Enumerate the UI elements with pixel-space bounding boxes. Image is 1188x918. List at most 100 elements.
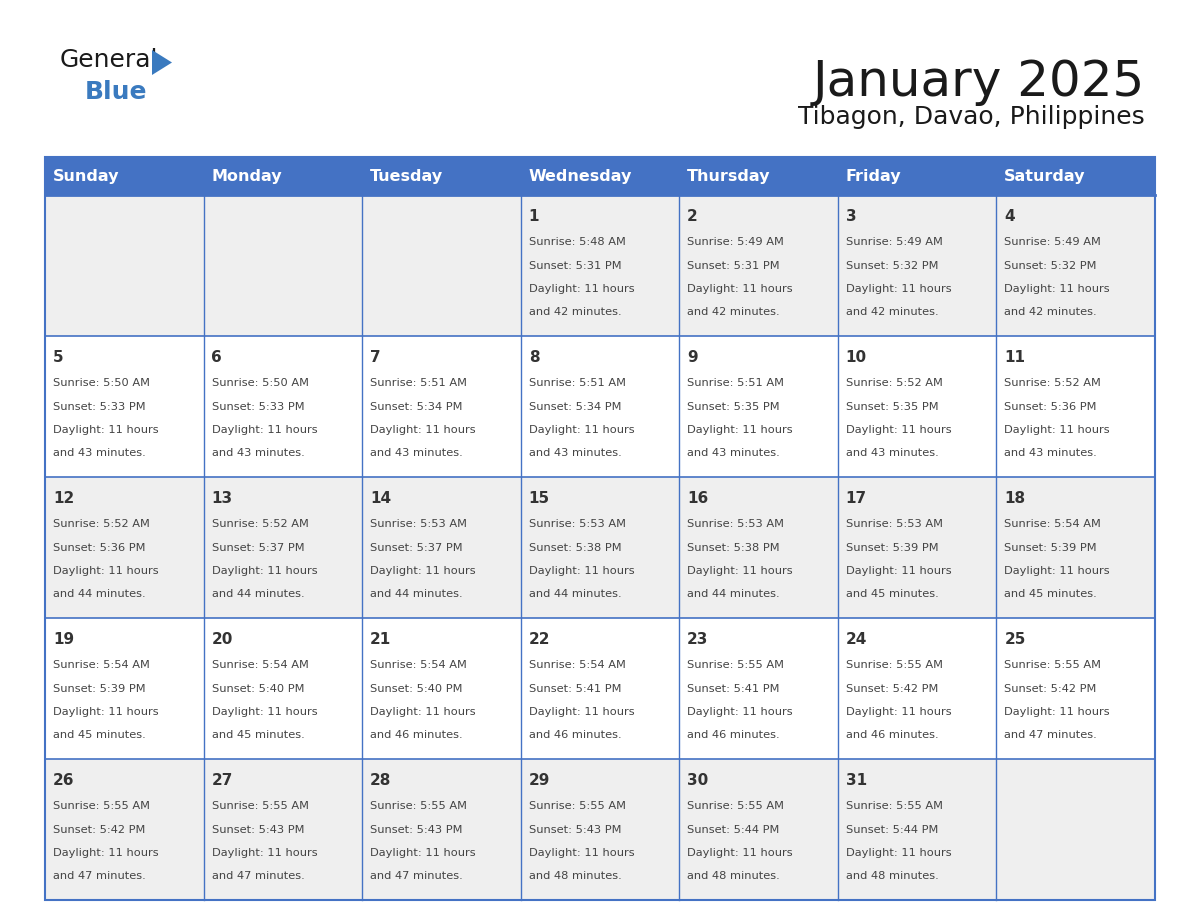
- Bar: [997, 336, 1155, 477]
- Bar: [362, 477, 520, 618]
- Text: 1: 1: [529, 209, 539, 224]
- Text: 26: 26: [53, 773, 75, 788]
- Text: 29: 29: [529, 773, 550, 788]
- Text: Daylight: 11 hours: Daylight: 11 hours: [211, 565, 317, 576]
- Text: Sunset: 5:38 PM: Sunset: 5:38 PM: [529, 543, 621, 553]
- Bar: [997, 477, 1155, 618]
- Text: Daylight: 11 hours: Daylight: 11 hours: [371, 425, 475, 435]
- Text: Sunrise: 5:53 AM: Sunrise: 5:53 AM: [687, 520, 784, 530]
- Text: and 43 minutes.: and 43 minutes.: [371, 448, 463, 458]
- Text: Daylight: 11 hours: Daylight: 11 hours: [211, 848, 317, 857]
- Text: and 48 minutes.: and 48 minutes.: [687, 871, 781, 881]
- Bar: [45, 759, 203, 900]
- Text: 8: 8: [529, 350, 539, 365]
- Bar: [997, 759, 1155, 900]
- Text: Sunrise: 5:52 AM: Sunrise: 5:52 AM: [846, 378, 942, 388]
- Text: Sunrise: 5:52 AM: Sunrise: 5:52 AM: [211, 520, 309, 530]
- Bar: [203, 618, 362, 759]
- Text: 6: 6: [211, 350, 222, 365]
- Bar: [362, 759, 520, 900]
- Text: Daylight: 11 hours: Daylight: 11 hours: [529, 565, 634, 576]
- Text: Sunrise: 5:49 AM: Sunrise: 5:49 AM: [687, 237, 784, 247]
- Text: and 46 minutes.: and 46 minutes.: [687, 730, 779, 740]
- Bar: [680, 157, 838, 195]
- Text: 27: 27: [211, 773, 233, 788]
- Text: Sunrise: 5:49 AM: Sunrise: 5:49 AM: [846, 237, 942, 247]
- Text: Daylight: 11 hours: Daylight: 11 hours: [846, 848, 952, 857]
- Text: Daylight: 11 hours: Daylight: 11 hours: [529, 425, 634, 435]
- Text: and 46 minutes.: and 46 minutes.: [529, 730, 621, 740]
- Text: Daylight: 11 hours: Daylight: 11 hours: [687, 707, 792, 717]
- Text: Sunrise: 5:52 AM: Sunrise: 5:52 AM: [1004, 378, 1101, 388]
- Text: 9: 9: [687, 350, 697, 365]
- Text: Sunset: 5:39 PM: Sunset: 5:39 PM: [846, 543, 939, 553]
- Text: Daylight: 11 hours: Daylight: 11 hours: [846, 284, 952, 294]
- Polygon shape: [152, 50, 172, 75]
- Text: 25: 25: [1004, 633, 1025, 647]
- Text: and 43 minutes.: and 43 minutes.: [846, 448, 939, 458]
- Bar: [362, 336, 520, 477]
- Text: Friday: Friday: [846, 169, 902, 184]
- Text: Daylight: 11 hours: Daylight: 11 hours: [53, 565, 158, 576]
- Text: Sunrise: 5:50 AM: Sunrise: 5:50 AM: [53, 378, 150, 388]
- Text: and 44 minutes.: and 44 minutes.: [687, 589, 779, 599]
- Text: Daylight: 11 hours: Daylight: 11 hours: [529, 284, 634, 294]
- Text: Daylight: 11 hours: Daylight: 11 hours: [371, 848, 475, 857]
- Text: and 47 minutes.: and 47 minutes.: [371, 871, 463, 881]
- Text: Sunset: 5:35 PM: Sunset: 5:35 PM: [687, 401, 779, 411]
- Text: Sunrise: 5:55 AM: Sunrise: 5:55 AM: [1004, 660, 1101, 670]
- Text: Daylight: 11 hours: Daylight: 11 hours: [53, 848, 158, 857]
- Text: Sunrise: 5:54 AM: Sunrise: 5:54 AM: [1004, 520, 1101, 530]
- Text: Sunrise: 5:55 AM: Sunrise: 5:55 AM: [529, 801, 626, 812]
- Bar: [680, 336, 838, 477]
- Text: and 42 minutes.: and 42 minutes.: [846, 308, 939, 317]
- Text: Daylight: 11 hours: Daylight: 11 hours: [53, 707, 158, 717]
- Text: Sunrise: 5:55 AM: Sunrise: 5:55 AM: [687, 801, 784, 812]
- Text: Sunrise: 5:55 AM: Sunrise: 5:55 AM: [687, 660, 784, 670]
- Text: Sunset: 5:43 PM: Sunset: 5:43 PM: [211, 824, 304, 834]
- Bar: [45, 336, 203, 477]
- Text: Sunset: 5:41 PM: Sunset: 5:41 PM: [687, 684, 779, 694]
- Bar: [203, 336, 362, 477]
- Text: Sunset: 5:32 PM: Sunset: 5:32 PM: [846, 261, 939, 271]
- Bar: [203, 157, 362, 195]
- Text: and 47 minutes.: and 47 minutes.: [53, 871, 146, 881]
- Bar: [520, 477, 680, 618]
- Text: and 47 minutes.: and 47 minutes.: [211, 871, 304, 881]
- Text: Sunset: 5:39 PM: Sunset: 5:39 PM: [1004, 543, 1097, 553]
- Text: and 43 minutes.: and 43 minutes.: [529, 448, 621, 458]
- Text: 10: 10: [846, 350, 867, 365]
- Text: Sunrise: 5:55 AM: Sunrise: 5:55 AM: [846, 801, 943, 812]
- Bar: [997, 618, 1155, 759]
- Text: 30: 30: [687, 773, 708, 788]
- Bar: [45, 477, 203, 618]
- Text: Sunset: 5:31 PM: Sunset: 5:31 PM: [687, 261, 779, 271]
- Bar: [997, 195, 1155, 336]
- Text: Sunrise: 5:53 AM: Sunrise: 5:53 AM: [846, 520, 943, 530]
- Text: Sunrise: 5:53 AM: Sunrise: 5:53 AM: [371, 520, 467, 530]
- Text: 17: 17: [846, 491, 867, 506]
- Bar: [680, 477, 838, 618]
- Text: and 43 minutes.: and 43 minutes.: [687, 448, 781, 458]
- Text: Tuesday: Tuesday: [371, 169, 443, 184]
- Text: Blue: Blue: [86, 80, 147, 104]
- Text: and 45 minutes.: and 45 minutes.: [53, 730, 146, 740]
- Text: Sunrise: 5:54 AM: Sunrise: 5:54 AM: [371, 660, 467, 670]
- Text: 13: 13: [211, 491, 233, 506]
- Text: Sunset: 5:43 PM: Sunset: 5:43 PM: [371, 824, 462, 834]
- Text: Sunrise: 5:55 AM: Sunrise: 5:55 AM: [211, 801, 309, 812]
- Text: and 46 minutes.: and 46 minutes.: [371, 730, 462, 740]
- Text: and 43 minutes.: and 43 minutes.: [53, 448, 146, 458]
- Text: 22: 22: [529, 633, 550, 647]
- Text: Wednesday: Wednesday: [529, 169, 632, 184]
- Text: and 42 minutes.: and 42 minutes.: [1004, 308, 1097, 317]
- Text: Daylight: 11 hours: Daylight: 11 hours: [846, 425, 952, 435]
- Text: and 43 minutes.: and 43 minutes.: [1004, 448, 1097, 458]
- Text: 3: 3: [846, 209, 857, 224]
- Text: and 42 minutes.: and 42 minutes.: [687, 308, 779, 317]
- Text: 24: 24: [846, 633, 867, 647]
- Text: 5: 5: [53, 350, 63, 365]
- Text: Sunrise: 5:55 AM: Sunrise: 5:55 AM: [371, 801, 467, 812]
- Text: January 2025: January 2025: [813, 58, 1145, 106]
- Bar: [520, 336, 680, 477]
